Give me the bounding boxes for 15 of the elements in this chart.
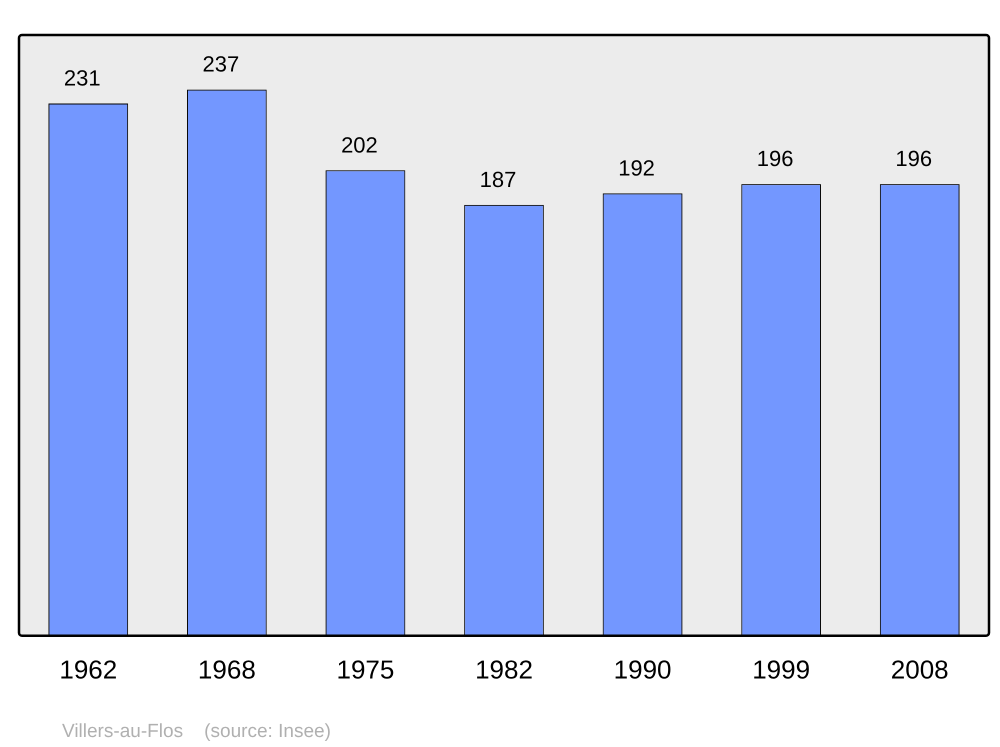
data-label: 196: [895, 146, 932, 172]
x-tick-label: 1982: [475, 654, 533, 685]
x-tick-label: 1968: [198, 654, 256, 685]
data-label: 187: [480, 166, 516, 192]
data-label: 202: [341, 132, 378, 158]
data-label: 192: [618, 155, 655, 180]
data-label: 196: [756, 146, 794, 172]
x-tick-label: 1962: [59, 654, 118, 685]
data-label: 231: [64, 66, 101, 91]
x-tick-label: 1990: [614, 654, 672, 685]
x-tick-label: 1975: [336, 654, 394, 685]
data-label: 237: [202, 52, 240, 77]
x-tick-label: 2008: [890, 654, 949, 685]
x-tick-label: 1999: [752, 654, 810, 685]
text: Villers-au-Flos (source: Insee): [62, 721, 331, 742]
